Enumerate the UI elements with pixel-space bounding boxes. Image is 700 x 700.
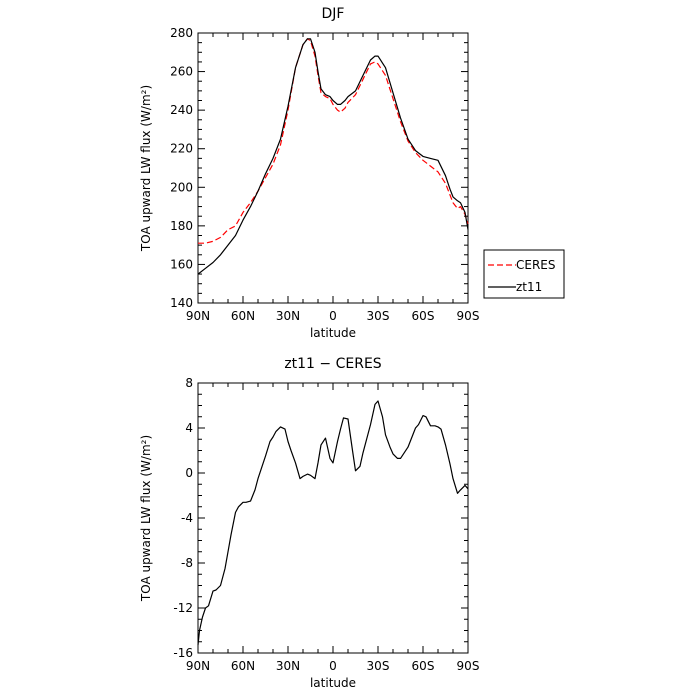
legend-box (483, 249, 565, 299)
y-tick-label: -8 (181, 556, 193, 570)
x-tick-label: 0 (329, 659, 337, 673)
y-tick-label: 260 (170, 65, 193, 79)
x-tick-label: 90N (186, 659, 210, 673)
x-axis-label: latitude (310, 326, 356, 340)
plot-frame-1 (197, 382, 469, 654)
x-tick-label: 60S (412, 659, 435, 673)
y-tick-label: -16 (173, 646, 193, 660)
y-axis-label: TOA upward LW flux (W/m²) (139, 85, 153, 252)
x-tick-label: 30S (367, 659, 390, 673)
y-tick-label: 0 (185, 466, 193, 480)
series-line-ceres (198, 38, 469, 244)
x-tick-label: 30N (276, 309, 300, 323)
x-tick-label: 60N (231, 659, 255, 673)
x-tick-label: 60N (231, 309, 255, 323)
y-tick-label: 200 (170, 180, 193, 194)
y-tick-label: 8 (185, 376, 193, 390)
y-tick-label: 240 (170, 103, 193, 117)
x-tick-label: 90N (186, 309, 210, 323)
legend-label-zt11: zt11 (516, 280, 542, 294)
series-line-diff (197, 400, 469, 646)
y-tick-label: 280 (170, 26, 193, 40)
plot-frame-0 (197, 32, 469, 304)
series-line-zt11 (197, 38, 469, 275)
y-tick-label: 160 (170, 257, 193, 271)
y-tick-label: 180 (170, 219, 193, 233)
chart-title: zt11 − CERES (284, 356, 381, 372)
chart-title: DJF (322, 6, 345, 22)
y-tick-label: 4 (185, 421, 193, 435)
y-axis-label: TOA upward LW flux (W/m²) (139, 435, 153, 602)
x-tick-label: 60S (412, 309, 435, 323)
x-tick-label: 90S (457, 309, 480, 323)
y-tick-label: -4 (181, 511, 193, 525)
y-tick-label: 220 (170, 142, 193, 156)
x-tick-label: 30S (367, 309, 390, 323)
x-axis-label: latitude (310, 676, 356, 690)
y-tick-label: 140 (170, 296, 193, 310)
y-tick-label: -12 (173, 601, 193, 615)
x-tick-label: 0 (329, 309, 337, 323)
x-tick-label: 90S (457, 659, 480, 673)
x-tick-label: 30N (276, 659, 300, 673)
legend-label-ceres: CERES (516, 258, 556, 272)
